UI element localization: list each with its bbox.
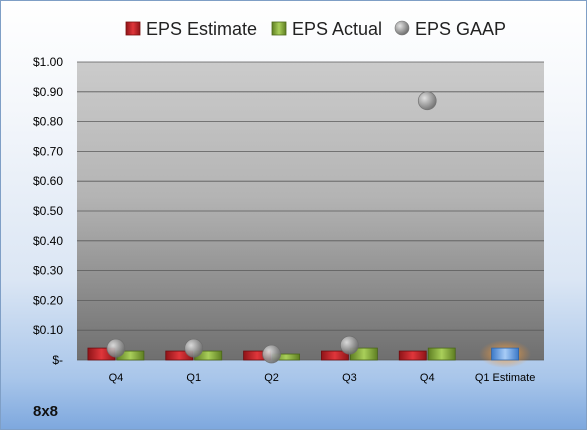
point-eps-gaap — [184, 338, 204, 358]
point-eps-gaap — [340, 335, 359, 355]
chart-marks — [87, 91, 532, 369]
x-axis-ticks: Q4 Q1 Q2 Q3 Q4 Q1 Estimate — [109, 372, 536, 384]
y-tick-label: $0.80 — [33, 115, 63, 129]
company-label: 8x8 — [33, 403, 59, 420]
x-tick-label: Q3 — [342, 372, 357, 384]
legend-item-eps-gaap: EPS GAAP — [394, 19, 506, 39]
y-tick-label: $0.40 — [33, 234, 63, 248]
y-tick-label: $0.20 — [33, 293, 63, 307]
y-tick-label: $0.90 — [33, 85, 63, 99]
bar-q1-estimate — [491, 347, 519, 361]
legend-label-eps-gaap: EPS GAAP — [415, 19, 506, 39]
y-tick-label: $0.30 — [33, 264, 63, 278]
y-tick-label: $0.10 — [33, 323, 63, 337]
x-tick-label: Q4 — [420, 372, 435, 384]
point-eps-gaap — [417, 91, 437, 111]
x-tick-label: Q1 Estimate — [475, 372, 536, 384]
gridlines — [77, 61, 544, 361]
bar-eps-estimate — [398, 350, 427, 361]
y-axis-ticks: $1.00 $0.90 $0.80 $0.70 $0.60 $0.50 $0.40 $0.30… — [33, 55, 63, 367]
point-eps-gaap — [262, 344, 281, 364]
legend-item-eps-estimate: EPS Estimate — [125, 19, 257, 39]
x-tick-label: Q4 — [109, 372, 124, 384]
legend-item-eps-actual: EPS Actual — [271, 19, 382, 39]
bar-eps-estimate — [321, 350, 349, 361]
chart-legend: EPS Estimate EPS Actual EPS GAAP — [125, 19, 506, 39]
y-tick-label: $1.00 — [33, 55, 63, 69]
x-tick-label: Q2 — [264, 372, 279, 384]
legend-swatch-eps-gaap — [394, 20, 410, 36]
bar-eps-actual — [427, 347, 456, 361]
legend-swatch-eps-estimate — [125, 21, 141, 36]
y-tick-label: $0.50 — [33, 204, 63, 218]
point-eps-gaap — [106, 338, 126, 358]
legend-label-eps-estimate: EPS Estimate — [146, 19, 257, 39]
y-tick-label: $0.70 — [33, 144, 63, 158]
y-tick-label: $0.60 — [33, 174, 63, 188]
x-tick-label: Q1 — [186, 372, 201, 384]
legend-swatch-eps-actual — [271, 21, 287, 36]
y-tick-label: $- — [52, 353, 63, 367]
legend-label-eps-actual: EPS Actual — [292, 19, 382, 39]
